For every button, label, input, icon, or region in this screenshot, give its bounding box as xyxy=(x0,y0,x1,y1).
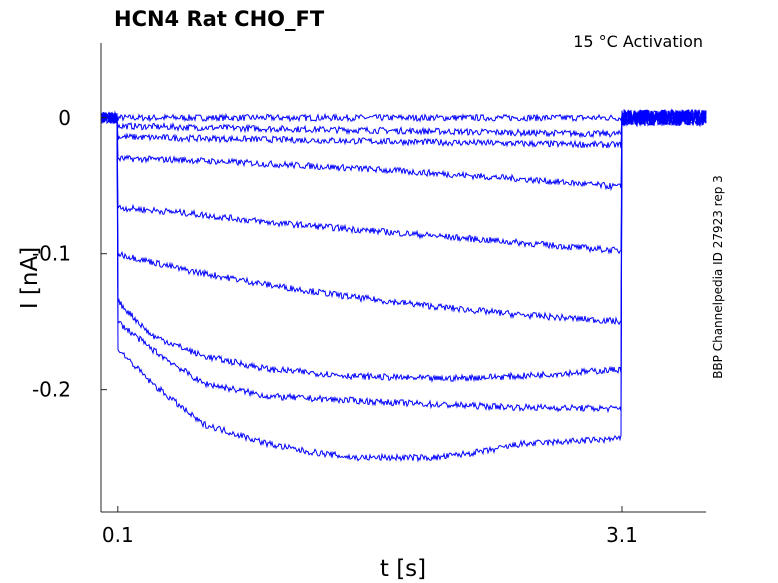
current-trace-7 xyxy=(100,108,707,383)
current-trace-9 xyxy=(100,109,707,463)
annotation-text: 15 °C Activation xyxy=(573,32,703,51)
y-axis-label: I [nA] xyxy=(17,247,43,309)
current-trace-4 xyxy=(100,108,707,192)
current-trace-1 xyxy=(100,108,707,127)
current-trace-8 xyxy=(100,108,707,414)
current-trace-2 xyxy=(100,109,707,139)
ticks-group: 0.1 3.1 0 -0.1 -0.2 xyxy=(32,106,638,547)
x-tick-label: 0.1 xyxy=(102,523,134,547)
axes-group xyxy=(100,43,706,513)
current-trace-3 xyxy=(100,108,707,149)
y-tick-label: -0.1 xyxy=(32,242,71,266)
y-tick-label: -0.2 xyxy=(32,378,71,402)
chart-title: HCN4 Rat CHO_FT xyxy=(114,7,325,31)
side-id-label: BBP Channelpedia ID 27923 rep 3 xyxy=(711,175,725,379)
x-tick-label: 3.1 xyxy=(606,523,638,547)
traces-group xyxy=(100,108,707,463)
current-trace-6 xyxy=(100,108,707,326)
y-tick-label: 0 xyxy=(58,106,71,130)
current-trace-5 xyxy=(100,109,707,255)
x-axis-label: t [s] xyxy=(380,556,426,582)
